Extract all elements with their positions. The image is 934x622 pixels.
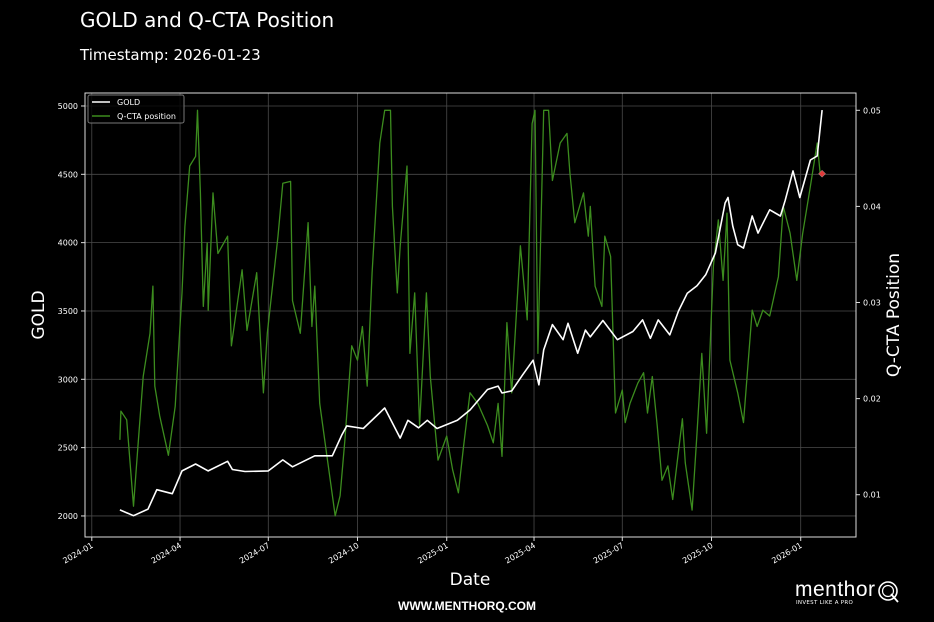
logo-tagline: INVEST LIKE A PRO — [796, 600, 854, 606]
plot-frame — [84, 92, 857, 538]
y-tick-label: 3500 — [58, 307, 78, 316]
grid — [85, 93, 856, 537]
footer-url[interactable]: WWW.MENTHORQ.COM — [398, 599, 536, 613]
cta-series-line — [119, 109, 823, 517]
y2-tick-label: 0.02 — [863, 395, 881, 404]
y-tick-label: 4500 — [58, 170, 78, 179]
x-tick-label: 2026-01 — [770, 541, 803, 566]
chart-subtitle: Timestamp: 2026-01-23 — [80, 46, 261, 64]
legend-label-gold: GOLD — [117, 98, 140, 107]
y-tick-label: 3000 — [58, 375, 78, 384]
chart-title: GOLD and Q-CTA Position — [80, 8, 335, 32]
y2-tick-label: 0.03 — [863, 299, 881, 308]
x-tick-label: 2025-07 — [592, 541, 625, 566]
y-axis-label: GOLD — [29, 290, 49, 339]
menthorq-logo: menthor INVEST LIKE A PRO — [795, 578, 899, 606]
y2-tick-label: 0.04 — [863, 202, 881, 211]
x-tick-label: 2025-04 — [504, 541, 537, 566]
x-tick-label: 2024-04 — [150, 541, 183, 566]
y2-tick-label: 0.05 — [863, 106, 881, 115]
legend: GOLD Q-CTA position — [87, 94, 185, 124]
x-tick-label: 2024-07 — [238, 541, 271, 566]
gold-series-line — [119, 110, 823, 517]
x-tick-label: 2024-10 — [327, 541, 360, 566]
logo-q-icon — [878, 581, 899, 603]
y-tick-label: 2500 — [58, 444, 78, 453]
x-tick-label: 2024-01 — [61, 541, 94, 566]
y2-axis-label: Q-CTA Position — [884, 253, 904, 377]
y-tick-label: 5000 — [58, 102, 78, 111]
x-tick-label: 2025-01 — [416, 541, 449, 566]
legend-label-cta: Q-CTA position — [117, 112, 176, 121]
x-tick-label: 2025-10 — [681, 541, 714, 566]
logo-word: menthor — [795, 578, 876, 601]
ticks: 2024-01 2024-04 2024-07 2024-10 2025-01 2025-… — [58, 102, 881, 565]
y2-tick-label: 0.01 — [863, 491, 881, 500]
x-axis-label: Date — [450, 570, 491, 590]
y-tick-label: 4000 — [58, 239, 78, 248]
y-tick-label: 2000 — [58, 512, 78, 521]
legend-box — [87, 94, 185, 124]
latest-cta-marker — [818, 169, 826, 178]
lines — [119, 109, 826, 517]
